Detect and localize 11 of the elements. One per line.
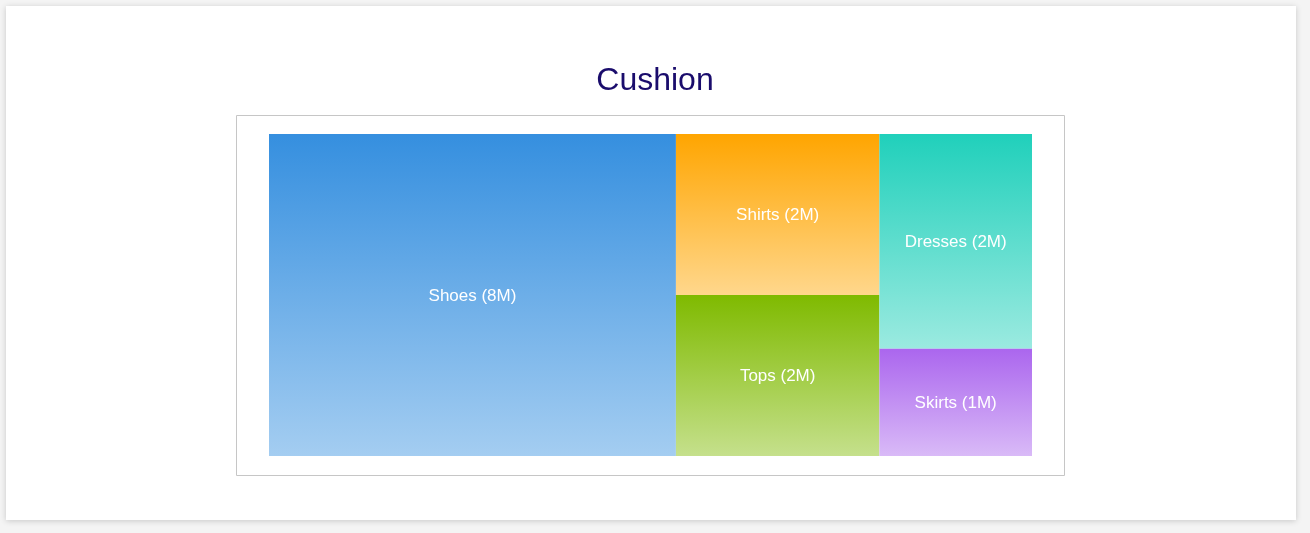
data-label: (2M) xyxy=(971,231,1007,251)
category-label: Tops xyxy=(739,366,776,385)
category-label: Shoes xyxy=(428,285,477,305)
text: Cushion xyxy=(596,61,714,97)
category-label: Skirts xyxy=(914,392,958,412)
category-label: Dresses xyxy=(904,231,968,251)
category-label: Shirts xyxy=(736,205,780,224)
data-label: (8M) xyxy=(481,285,517,305)
data-label: (2M) xyxy=(784,205,820,224)
data-label: (2M) xyxy=(780,366,816,385)
data-label: (1M) xyxy=(961,392,997,412)
